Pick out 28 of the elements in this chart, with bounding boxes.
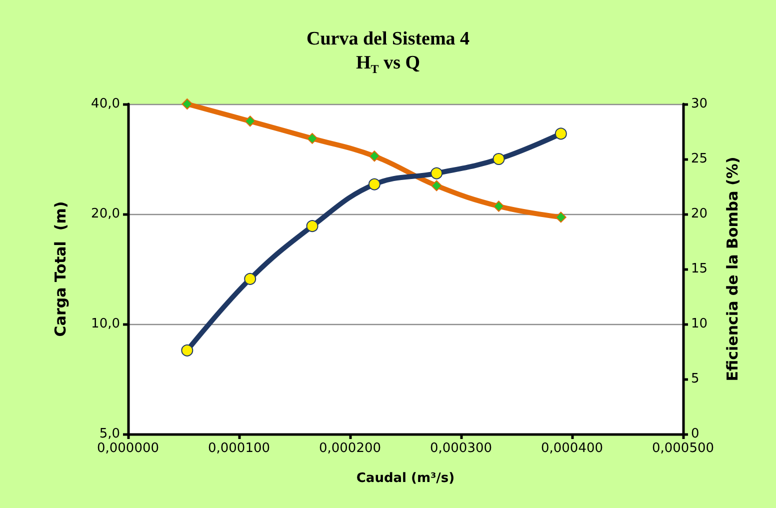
x-tick-label: 0,000500 — [652, 441, 714, 456]
y-axis-title: Carga Total (m) — [52, 201, 70, 337]
y2-tick-label: 30 — [691, 96, 708, 112]
point — [368, 150, 380, 162]
x-tick-label: 0,000400 — [540, 441, 604, 456]
point — [493, 200, 504, 212]
point — [555, 212, 566, 223]
y2-tick-label: 15 — [691, 262, 708, 276]
point — [306, 132, 318, 144]
point — [182, 98, 193, 110]
chart-title: Curva del Sistema 4 — [306, 28, 470, 50]
x-tick-label: 0,000100 — [208, 441, 270, 456]
y2-tick-label: 25 — [691, 152, 708, 166]
y-tick-label: 10,0 — [91, 316, 120, 332]
point — [431, 180, 442, 192]
point — [244, 116, 256, 127]
y2-tick-label: 20 — [691, 206, 708, 222]
x-axis-title: Caudal (m³/s) — [356, 471, 455, 486]
y-tick-label: 40,0 — [91, 96, 120, 112]
y-tick-label: 20,0 — [91, 206, 120, 222]
x-tick-label: 0,000200 — [318, 441, 382, 456]
y-tick-label: 5,0 — [99, 426, 120, 442]
y2-axis-title: Eficiencia de la Bomba (%) — [724, 156, 742, 382]
y2-tick-label: 0 — [691, 426, 700, 442]
x-tick-label: 0,000000 — [96, 441, 160, 456]
y2-tick-label: 5 — [691, 372, 700, 386]
x-tick-label: 0,000300 — [430, 441, 492, 456]
y2-tick-label: 10 — [691, 316, 708, 332]
